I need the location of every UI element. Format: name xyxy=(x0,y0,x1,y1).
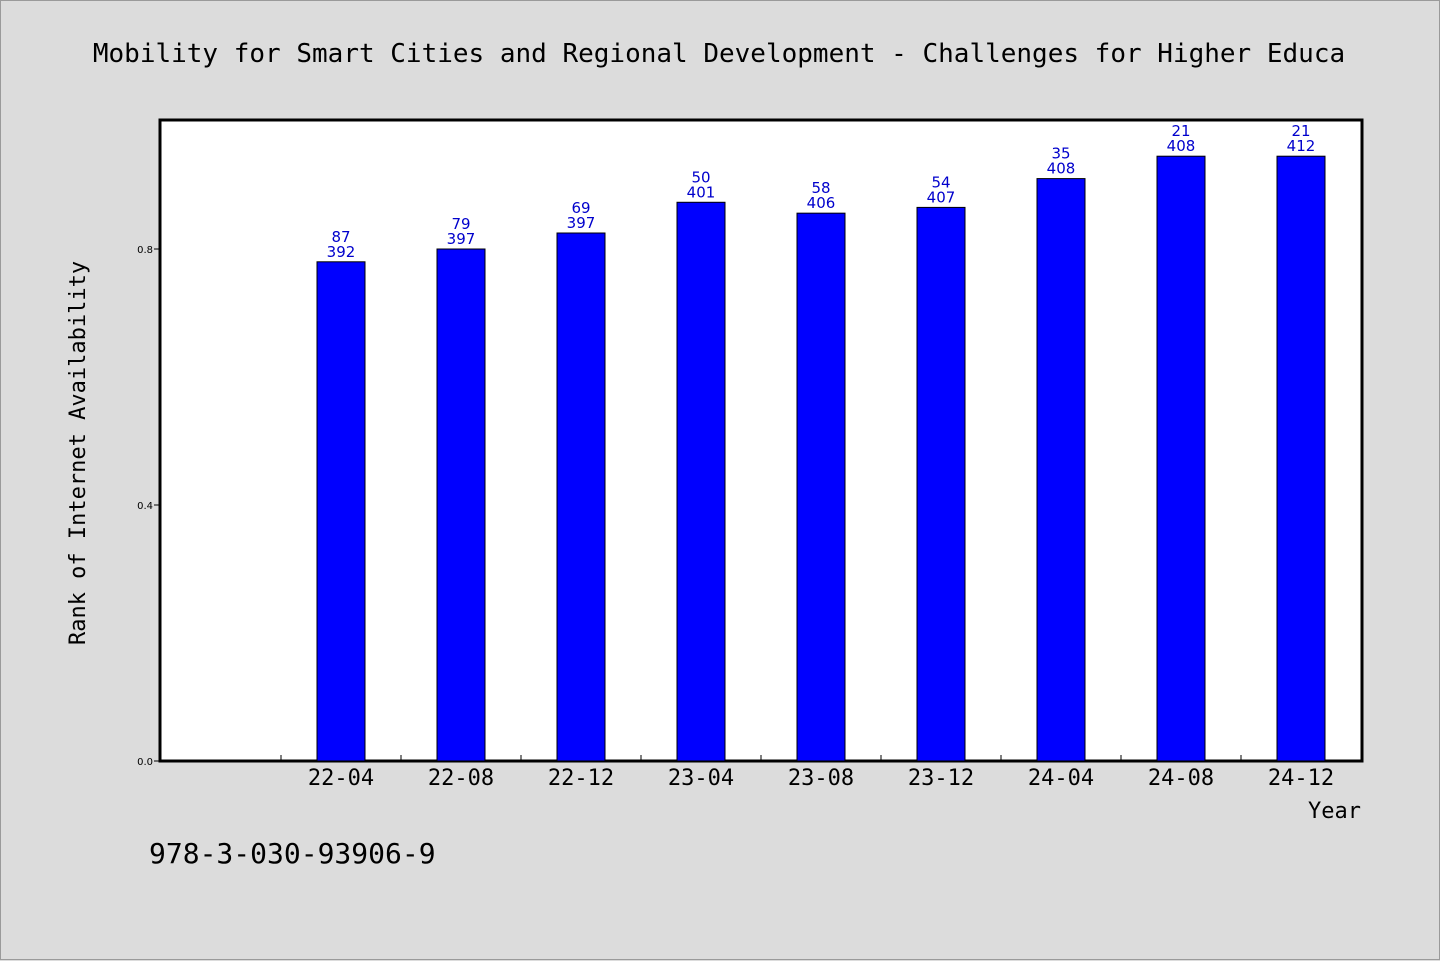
x-axis-label: Year xyxy=(1308,799,1361,824)
x-tick-label: 23-08 xyxy=(788,766,854,791)
data-label-count: 408 xyxy=(1167,137,1196,155)
bar-23-04 xyxy=(676,201,726,762)
data-label-count: 397 xyxy=(567,214,596,232)
data-label-rank: 21 xyxy=(1291,122,1310,140)
chart-title: Mobility for Smart Cities and Regional D… xyxy=(93,39,1345,69)
data-label-rank: 58 xyxy=(811,179,830,197)
x-tick-label: 23-12 xyxy=(908,766,974,791)
data-label-count: 397 xyxy=(447,230,476,248)
isbn-text: 978-3-030-93906-9 xyxy=(149,837,436,870)
data-label-rank: 50 xyxy=(691,168,710,186)
bar-24-08 xyxy=(1156,155,1206,762)
x-tick-label: 22-12 xyxy=(548,766,614,791)
data-label-rank: 69 xyxy=(571,199,590,217)
labels-layer: 8739222-047939722-086939722-125040123-04… xyxy=(308,122,1334,791)
ticks-layer: 0.0 0.4 0.8 xyxy=(137,245,1242,768)
data-label-count: 408 xyxy=(1047,160,1076,178)
y-tick-label: 0.0 xyxy=(137,757,153,768)
data-label-rank: 35 xyxy=(1051,145,1070,163)
x-tick-label: 24-04 xyxy=(1028,766,1094,791)
bar-24-12 xyxy=(1276,155,1326,762)
bar-23-08 xyxy=(796,212,846,762)
x-tick-label: 24-12 xyxy=(1268,766,1334,791)
y-axis-label: Rank of Internet Availability xyxy=(66,261,91,645)
data-label-count: 392 xyxy=(327,243,356,261)
data-label-count: 412 xyxy=(1287,137,1316,155)
y-tick-label: 0.4 xyxy=(137,501,153,512)
bar-22-12 xyxy=(556,232,606,762)
x-tick-label: 22-04 xyxy=(308,766,374,791)
data-label-rank: 87 xyxy=(331,228,350,246)
data-label-count: 401 xyxy=(687,183,716,201)
x-tick-label: 23-04 xyxy=(668,766,734,791)
y-tick-label: 0.8 xyxy=(137,245,153,256)
bar-24-04 xyxy=(1036,178,1086,762)
bar-23-12 xyxy=(916,206,966,762)
x-tick-label: 24-08 xyxy=(1148,766,1214,791)
data-label-count: 406 xyxy=(807,194,836,212)
x-tick-label: 22-08 xyxy=(428,766,494,791)
data-label-rank: 54 xyxy=(931,173,950,191)
bar-22-04 xyxy=(316,261,366,762)
data-label-rank: 21 xyxy=(1171,122,1190,140)
data-label-rank: 79 xyxy=(451,215,470,233)
bar-22-08 xyxy=(436,248,486,762)
bars-layer xyxy=(316,155,1326,762)
data-label-count: 407 xyxy=(927,188,956,206)
